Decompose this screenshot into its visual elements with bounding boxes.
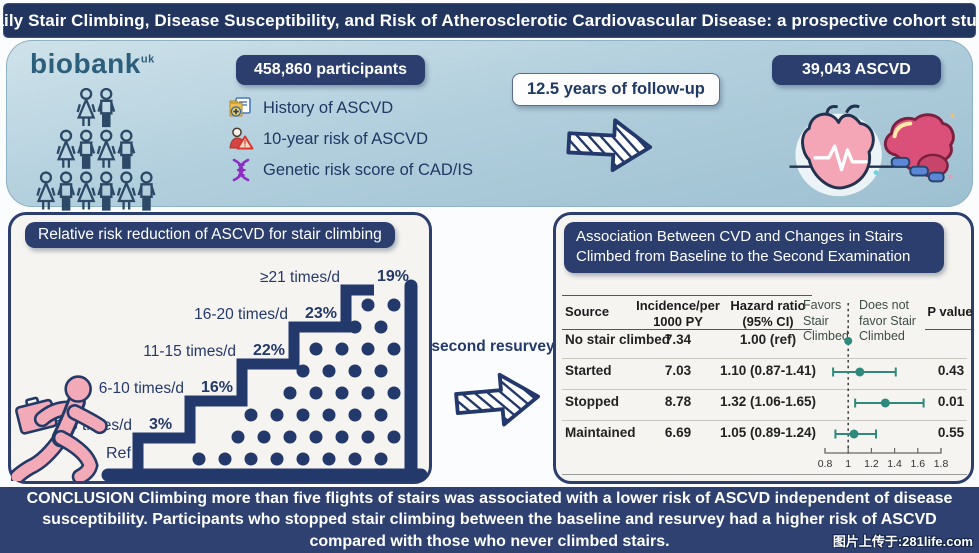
heart-icon xyxy=(789,104,914,197)
row-hazard: 1.32 (1.06-1.65) xyxy=(719,394,817,409)
person-risk-warning-icon: ! xyxy=(229,127,254,150)
assessment-list: History of ASCVD ! 10-year risk of ASCVD… xyxy=(228,96,473,182)
svg-text:1.8: 1.8 xyxy=(934,458,949,470)
staircase-chart xyxy=(101,279,428,482)
resurvey-label: second resurvey xyxy=(431,338,555,355)
row-incidence: 7.03 xyxy=(664,363,692,378)
assessment-label: 10-year risk of ASCVD xyxy=(263,129,429,148)
stair-step-label: 6-10 times/d xyxy=(98,380,184,397)
uk-biobank-logo: biobankuk xyxy=(30,48,155,79)
stair-ref-label: Ref xyxy=(106,445,131,462)
row-pvalue: 0.43 xyxy=(937,363,965,378)
conclusion-text: CONCLUSION Climbing more than five fligh… xyxy=(26,490,953,550)
participants-count-badge: 458,860 participants xyxy=(236,55,425,85)
col-header-pvalue: P value xyxy=(927,304,973,319)
stair-panel-title: Relative risk reduction of ASCVD for sta… xyxy=(25,222,395,248)
col-header-hazard: Hazard ratio (95% CI) xyxy=(730,298,806,330)
forest-panel-title: Association Between CVD and Changes in S… xyxy=(564,222,944,273)
svg-text:1.4: 1.4 xyxy=(887,458,902,470)
conclusion-bar: CONCLUSION Climbing more than five fligh… xyxy=(0,487,979,553)
list-item: Genetic risk score of CAD/IS xyxy=(228,158,473,182)
title-bar: Daily Stair Climbing, Disease Susceptibi… xyxy=(0,3,979,38)
watermark: 图片上传于:281life.com xyxy=(832,534,973,549)
row-source: Maintained xyxy=(565,425,636,440)
row-hazard: 1.00 (ref) xyxy=(739,332,797,347)
followup-badge: 12.5 years of follow-up xyxy=(512,73,720,106)
row-incidence: 8.78 xyxy=(664,394,692,409)
row-incidence: 7.34 xyxy=(664,332,692,347)
stair-step-value: 23% xyxy=(305,305,338,322)
assessment-label: History of ASCVD xyxy=(263,98,394,117)
col-header-favors: Favors Stair Climbed xyxy=(803,298,849,344)
col-header-incidence: Incidence/per 1000 PY xyxy=(636,298,720,330)
participants-pyramid-icon xyxy=(36,88,156,211)
assessment-label: Genetic risk score of CAD/IS xyxy=(263,160,473,179)
forest-plot: 0.8 1 1.2 1.4 1.6 1.8 xyxy=(818,303,949,470)
row-pvalue: 0.55 xyxy=(937,425,965,440)
dna-helix-icon xyxy=(232,158,250,182)
col-header-not-favors: Does not favor Stair Climbed xyxy=(859,298,916,344)
svg-text:1.6: 1.6 xyxy=(910,458,925,470)
ascvd-count-badge: 39,043 ASCVD xyxy=(772,55,941,85)
stair-step-value: 22% xyxy=(253,342,286,359)
stair-step-label: 11-15 times/d xyxy=(143,343,236,360)
brain-icon xyxy=(873,113,955,183)
arrow-right-icon xyxy=(566,118,653,172)
stair-step-label: 16-20 times/d xyxy=(194,306,288,323)
climber-icon xyxy=(11,375,108,481)
stair-step-value: 16% xyxy=(201,379,234,396)
svg-text:1.2: 1.2 xyxy=(864,458,879,470)
svg-text:0.8: 0.8 xyxy=(818,458,833,470)
medical-history-folder-icon xyxy=(229,97,251,117)
row-hazard: 1.05 (0.89-1.24) xyxy=(719,425,817,440)
row-incidence: 6.69 xyxy=(664,425,692,440)
svg-text:1: 1 xyxy=(845,458,851,470)
row-pvalue: 0.01 xyxy=(937,394,965,409)
cohort-panel: biobankuk 458,860 participants xyxy=(6,40,973,211)
list-item: ! 10-year risk of ASCVD xyxy=(228,127,473,151)
runner-body xyxy=(11,392,108,481)
row-source: No stair climbed xyxy=(565,332,671,347)
row-source: Stopped xyxy=(565,394,619,409)
row-source: Started xyxy=(565,363,612,378)
stair-step-label: ≥21 times/d xyxy=(259,269,340,286)
study-title: Daily Stair Climbing, Disease Susceptibi… xyxy=(0,10,979,30)
svg-text:!: ! xyxy=(244,139,247,149)
stair-step-value: 3% xyxy=(149,416,173,433)
heart-brain-icon xyxy=(789,104,955,197)
stair-step-value: 19% xyxy=(377,268,410,285)
row-hazard: 1.10 (0.87-1.41) xyxy=(719,363,817,378)
arrow-right-icon xyxy=(454,372,541,427)
list-item: History of ASCVD xyxy=(228,96,473,120)
stair-chart-panel: Relative risk reduction of ASCVD for sta… xyxy=(8,212,432,484)
col-header-source: Source xyxy=(565,304,610,319)
dots-pattern xyxy=(192,298,401,466)
runner-head xyxy=(64,375,92,403)
forest-plot-panel: Association Between CVD and Changes in S… xyxy=(553,212,974,484)
